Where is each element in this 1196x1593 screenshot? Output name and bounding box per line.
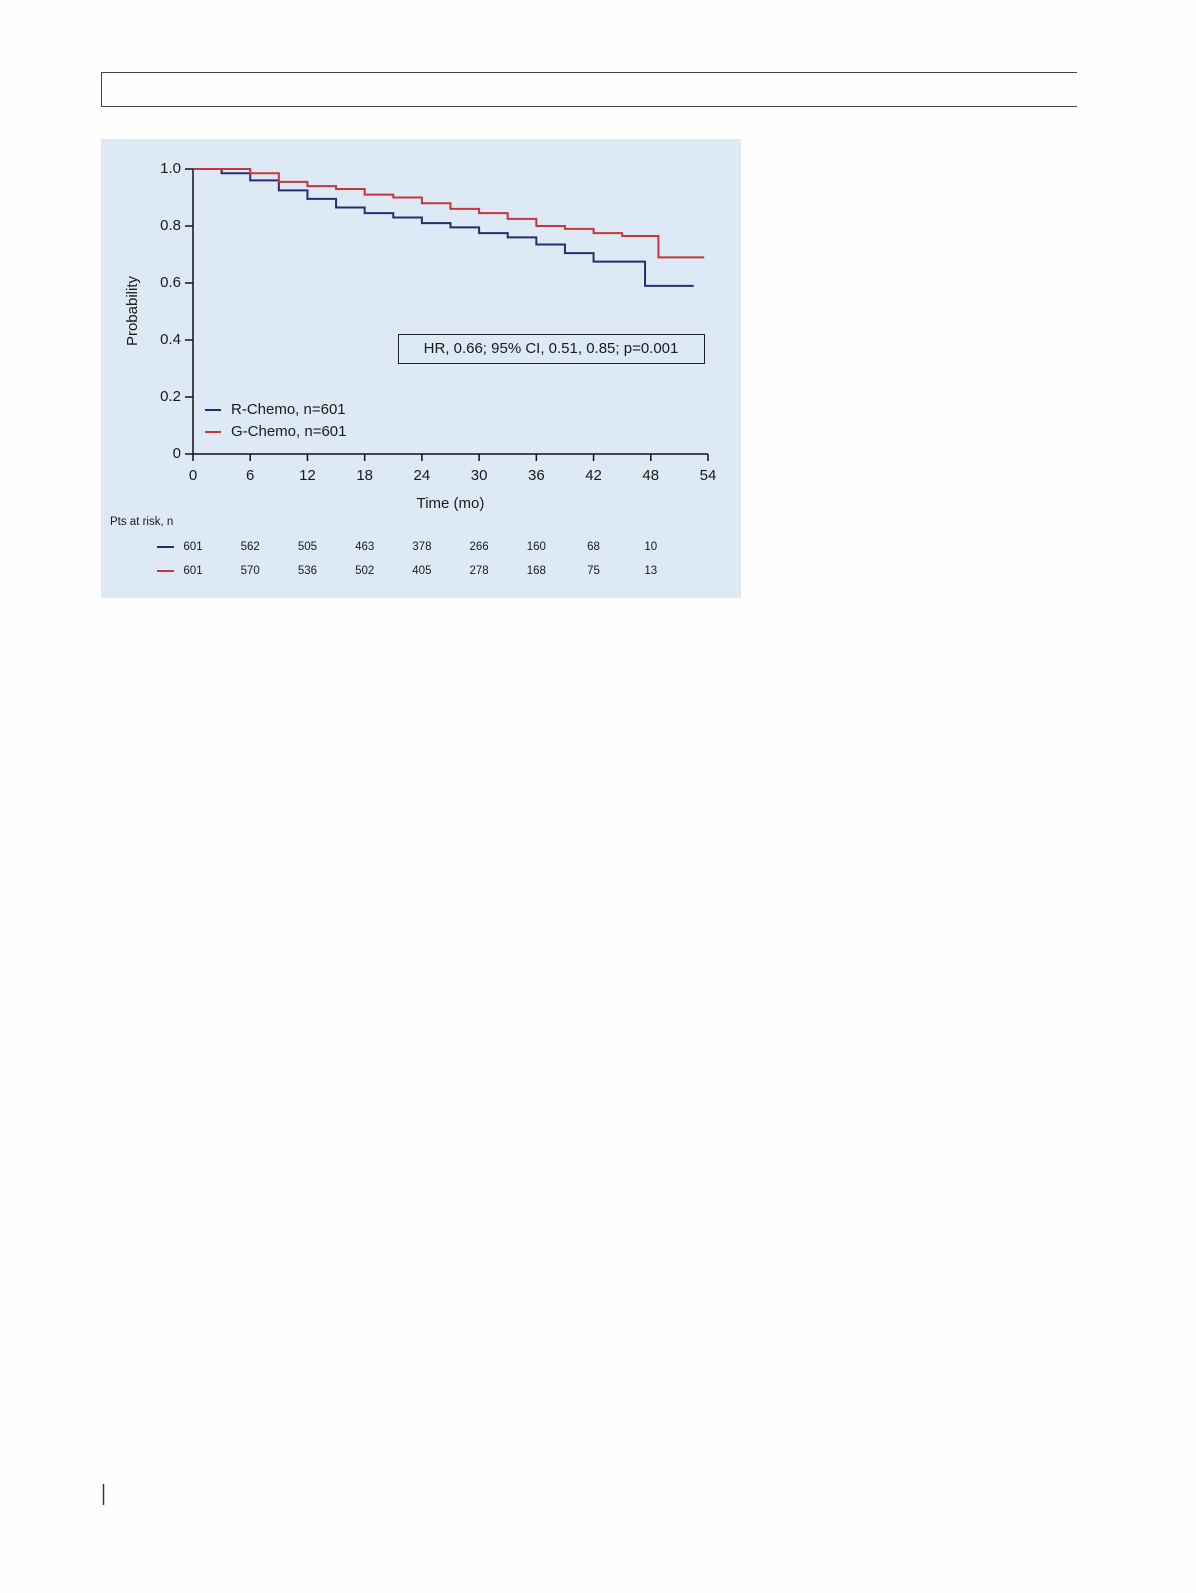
at-risk-title: Pts at risk, n [110,516,173,528]
annotation: HR, 0.66; 95% CI, 0.51, 0.85; p=0.001 [424,340,679,357]
x-tick-label: 42 [585,467,602,484]
x-tick-label: 36 [528,467,545,484]
x-tick-label: 12 [299,467,316,484]
x-tick-label: 48 [642,467,659,484]
x-tick-label: 18 [356,467,373,484]
at-risk-count: 505 [298,541,317,553]
at-risk-count: 536 [298,565,317,577]
survival-curve [193,168,705,259]
at-risk-count: 562 [241,541,260,553]
legend-label: R-Chemo, n=601 [231,401,346,418]
y-tick-label: 0.2 [160,388,181,405]
at-risk-count: 10 [644,541,657,553]
at-risk-count: 278 [470,565,489,577]
at-risk-count: 75 [587,565,600,577]
legend-label: G-Chemo, n=601 [231,423,346,440]
y-tick-label: 0.4 [160,331,181,348]
at-risk-count: 463 [355,541,374,553]
at-risk-count: 601 [183,541,202,553]
chart: 0 0.2 0.4 0.6 0.8 1.0 0 6 12 18 24 30 36 42 48 54 Time (… [110,160,716,577]
x-tick-label: 0 [189,467,197,484]
y-tick-label: 0 [173,445,181,462]
at-risk-count: 378 [412,541,431,553]
annotation-box [398,334,705,364]
at-risk-count: 570 [241,565,260,577]
x-tick-label: 54 [700,467,717,484]
at-risk-count: 160 [527,541,546,553]
at-risk-count: 502 [355,565,374,577]
x-tick-label: 6 [246,467,254,484]
y-tick-label: 1.0 [160,160,181,177]
at-risk-count: 601 [183,565,202,577]
x-tick-label: 30 [471,467,488,484]
x-axis-title: Time (mo) [417,495,485,512]
at-risk-count: 168 [527,565,546,577]
at-risk-count: 266 [470,541,489,553]
y-axis-title: Probability [124,275,141,346]
y-tick-label: 0.8 [160,217,181,234]
at-risk-count: 68 [587,541,600,553]
at-risk-count: 405 [412,565,431,577]
figure-panel [101,139,741,598]
x-tick-label: 24 [414,467,431,484]
y-tick-label: 0.6 [160,274,181,291]
at-risk-count: 13 [644,565,657,577]
header-box [101,72,1077,107]
